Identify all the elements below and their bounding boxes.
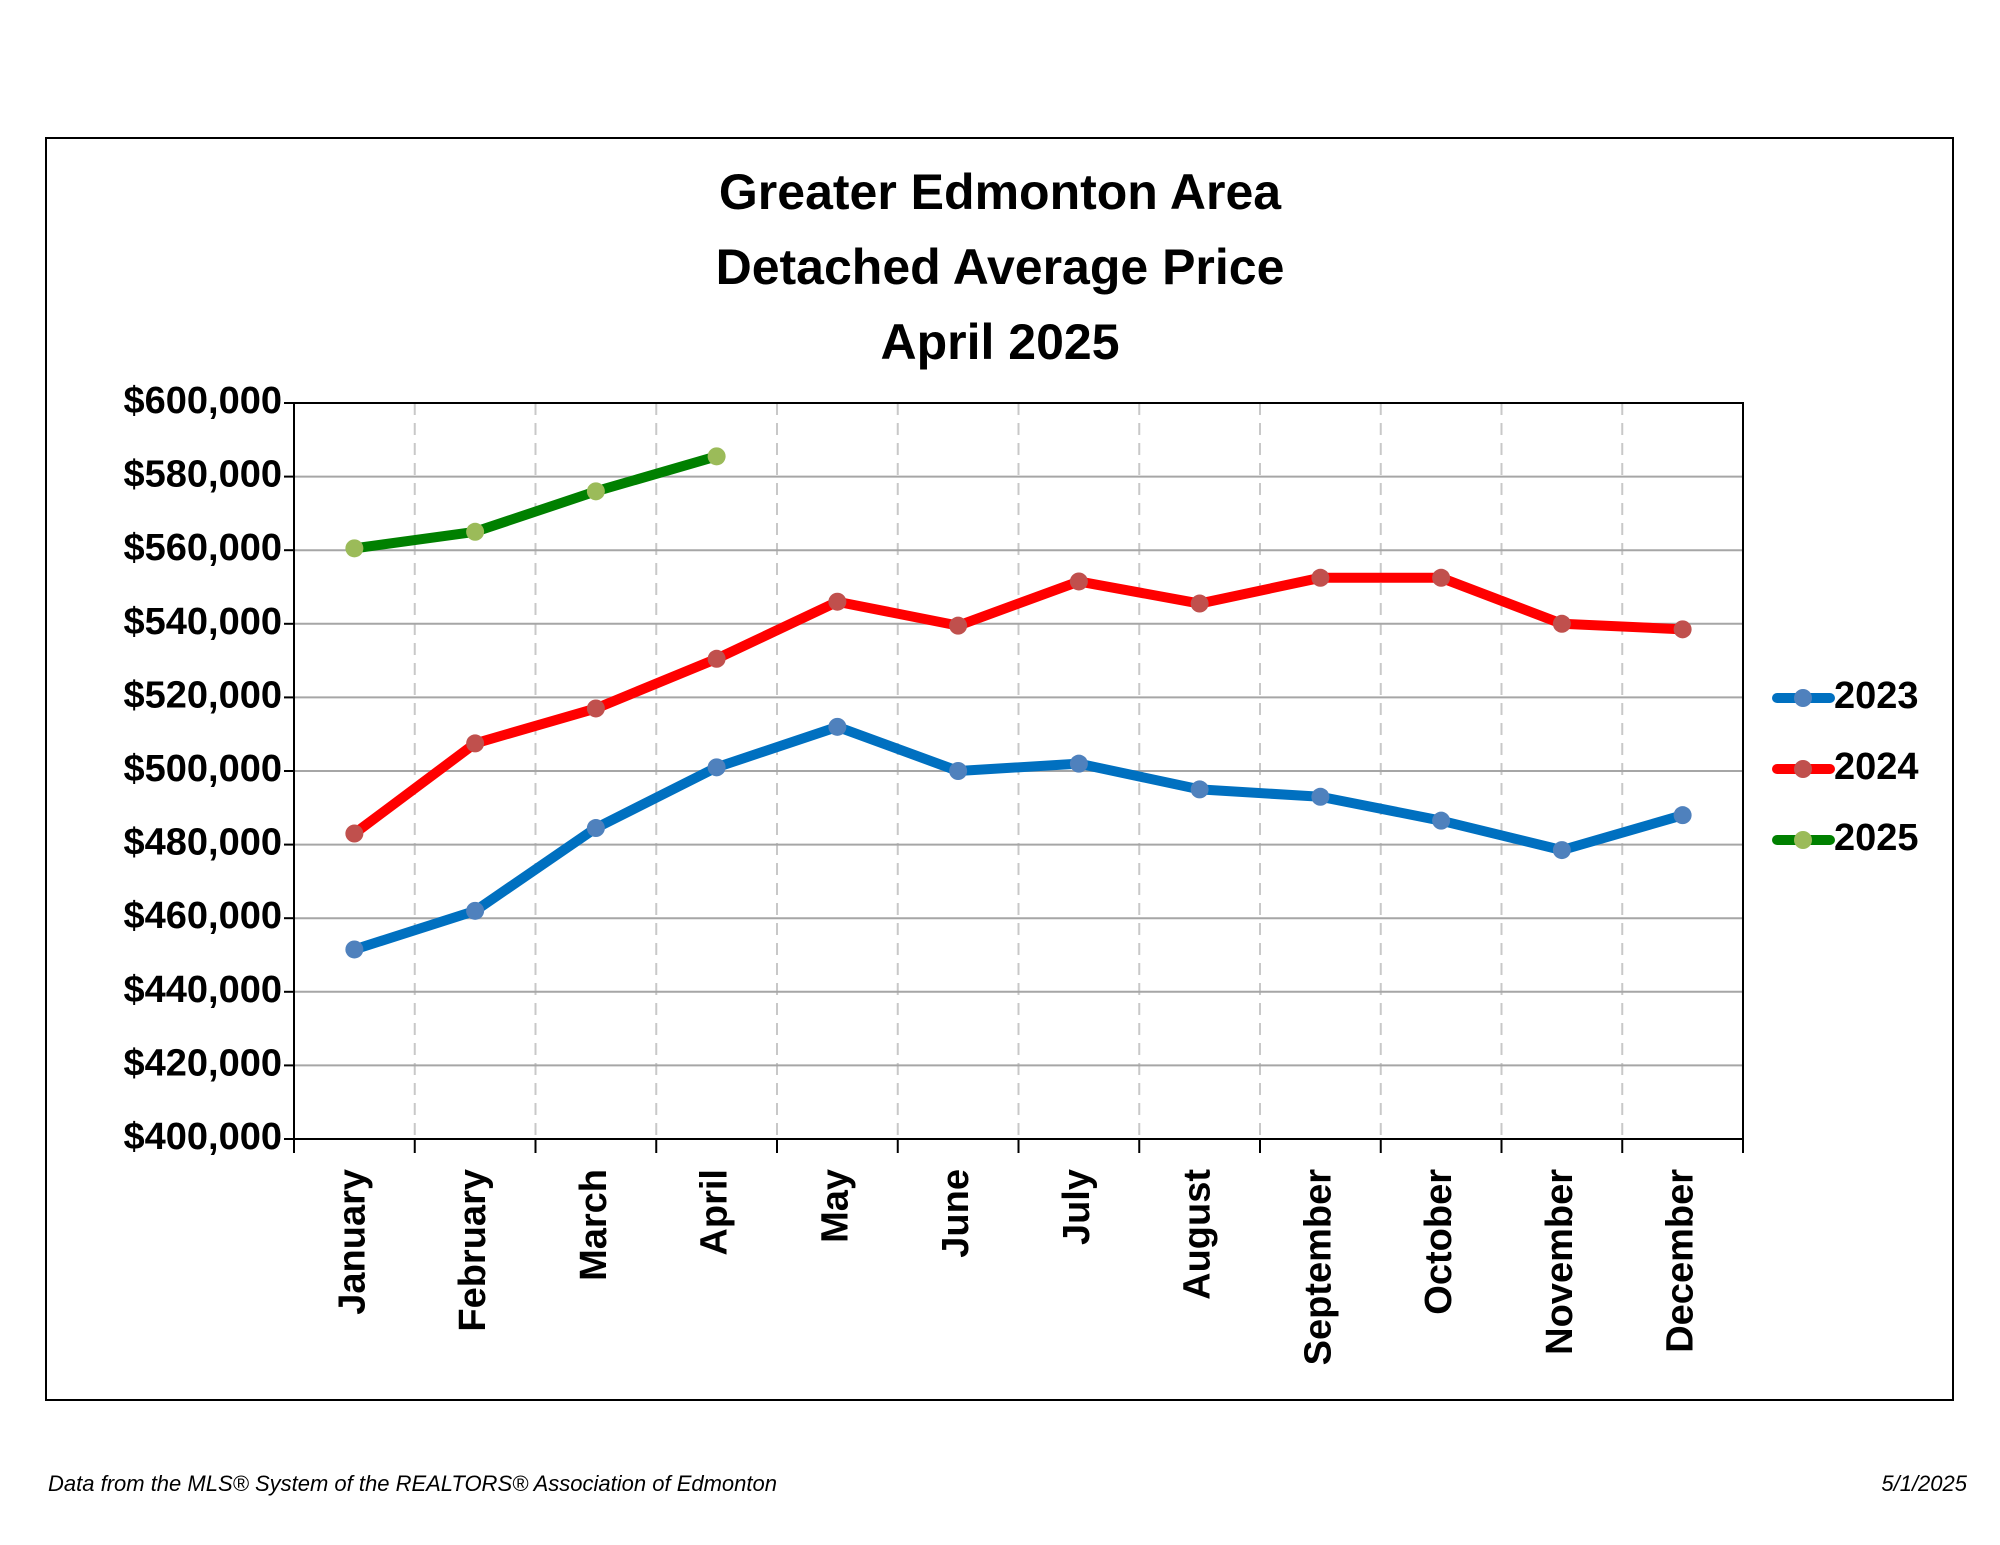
data-point: [1552, 614, 1571, 633]
legend-marker: [1794, 831, 1812, 849]
y-tick-label: $580,000: [124, 454, 283, 496]
data-point: [828, 717, 847, 736]
chart-frame: [45, 137, 1954, 1401]
legend-label: 2023: [1834, 675, 1919, 717]
x-tick-label: July: [1056, 1169, 1098, 1245]
x-tick-label: March: [573, 1169, 615, 1281]
data-point: [707, 649, 726, 668]
data-point: [345, 539, 364, 558]
data-point: [586, 819, 605, 838]
y-tick-label: $460,000: [124, 895, 283, 937]
y-tick-label: $400,000: [124, 1116, 283, 1158]
y-tick-label: $540,000: [124, 601, 283, 643]
data-point: [1311, 787, 1330, 806]
y-tick-label: $440,000: [124, 969, 283, 1011]
legend-label: 2024: [1834, 746, 1919, 788]
y-tick-label: $600,000: [124, 380, 283, 422]
y-tick-label: $480,000: [124, 822, 283, 864]
data-point: [828, 592, 847, 611]
data-point: [1069, 572, 1088, 591]
y-tick-label: $560,000: [124, 527, 283, 569]
data-point: [1190, 780, 1209, 799]
x-tick-label: February: [452, 1169, 494, 1332]
y-tick-label: $520,000: [124, 674, 283, 716]
data-point: [707, 447, 726, 466]
x-tick-label: October: [1418, 1169, 1460, 1315]
data-point: [586, 699, 605, 718]
data-point: [707, 758, 726, 777]
data-point: [1673, 806, 1692, 825]
series-line: [349, 572, 1688, 839]
data-point: [345, 940, 364, 959]
source-note: Data from the MLS® System of the REALTOR…: [48, 1471, 777, 1496]
chart-title: April 2025: [880, 314, 1119, 370]
data-point: [586, 482, 605, 501]
data-point: [1069, 754, 1088, 773]
x-tick-label: April: [694, 1169, 736, 1256]
legend-marker: [1794, 689, 1812, 707]
x-tick-label: September: [1297, 1169, 1339, 1366]
data-point: [1432, 811, 1451, 830]
date-note: 5/1/2025: [1881, 1471, 1967, 1496]
data-point: [1552, 841, 1571, 860]
y-tick-label: $420,000: [124, 1042, 283, 1084]
data-point: [1190, 594, 1209, 613]
legend-label: 2025: [1834, 817, 1919, 859]
chart-title: Greater Edmonton Area: [719, 164, 1282, 220]
data-point: [1311, 568, 1330, 587]
y-tick-label: $500,000: [124, 748, 283, 790]
data-point: [1432, 568, 1451, 587]
data-point: [466, 901, 485, 920]
x-tick-label: August: [1177, 1169, 1219, 1300]
data-point: [949, 616, 968, 635]
x-tick-label: May: [814, 1169, 856, 1243]
data-point: [949, 762, 968, 780]
x-tick-label: December: [1660, 1169, 1702, 1353]
x-tick-label: June: [935, 1169, 977, 1258]
data-point: [466, 522, 485, 541]
data-point: [345, 824, 364, 843]
chart-title: Detached Average Price: [716, 239, 1285, 295]
data-point: [466, 734, 485, 753]
x-tick-label: January: [331, 1169, 373, 1315]
data-point: [1673, 620, 1692, 639]
series-line: [349, 451, 722, 554]
x-tick-label: November: [1539, 1169, 1581, 1355]
legend-marker: [1794, 760, 1812, 778]
series-line: [349, 721, 1688, 955]
